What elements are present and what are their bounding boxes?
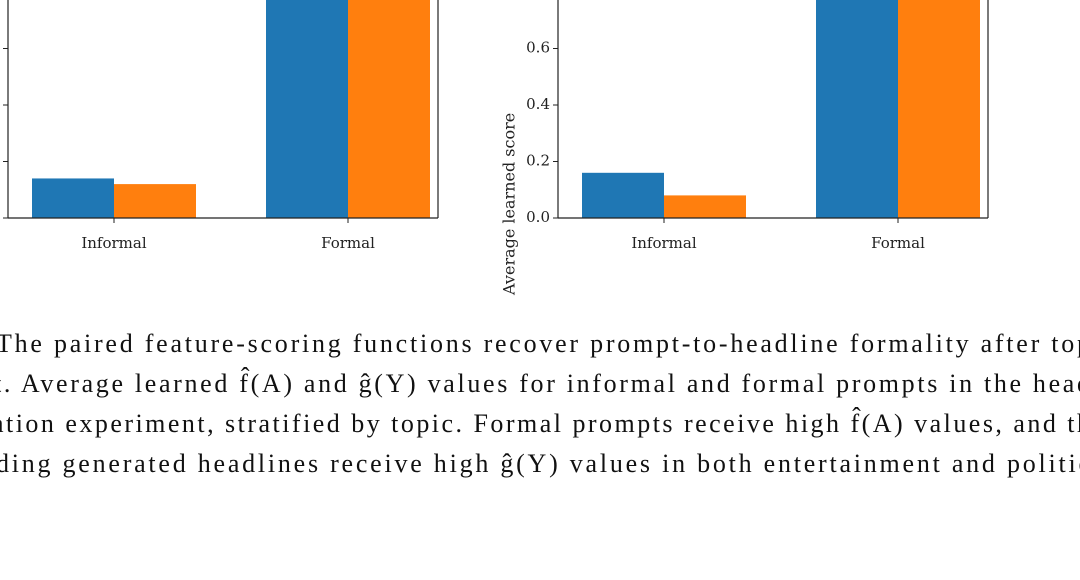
x-tick-label: Formal [321, 234, 375, 252]
caption-line: ding generated headlines receive high ĝ(… [0, 449, 1080, 478]
y-tick-label: 0.2 [526, 152, 550, 170]
bar [114, 184, 196, 218]
caption-line: t. Average learned f̂(A) and ĝ(Y) values… [0, 368, 1080, 398]
y-tick-label: 0.6 [526, 39, 550, 57]
x-tick-label: Informal [631, 234, 697, 252]
x-tick-label: Formal [871, 234, 925, 252]
bar [348, 0, 430, 218]
y-axis-label: Average learned score [500, 113, 519, 296]
bar [32, 178, 114, 218]
bar [816, 0, 898, 218]
bar [266, 0, 348, 218]
y-tick-label: 0.4 [526, 95, 550, 113]
x-tick-label: Informal [81, 234, 147, 252]
caption-line: The paired feature-scoring functions rec… [0, 329, 1080, 358]
bar [582, 172, 664, 218]
bar [664, 195, 746, 218]
bar [898, 0, 980, 218]
y-tick-label: 0.0 [526, 208, 550, 226]
